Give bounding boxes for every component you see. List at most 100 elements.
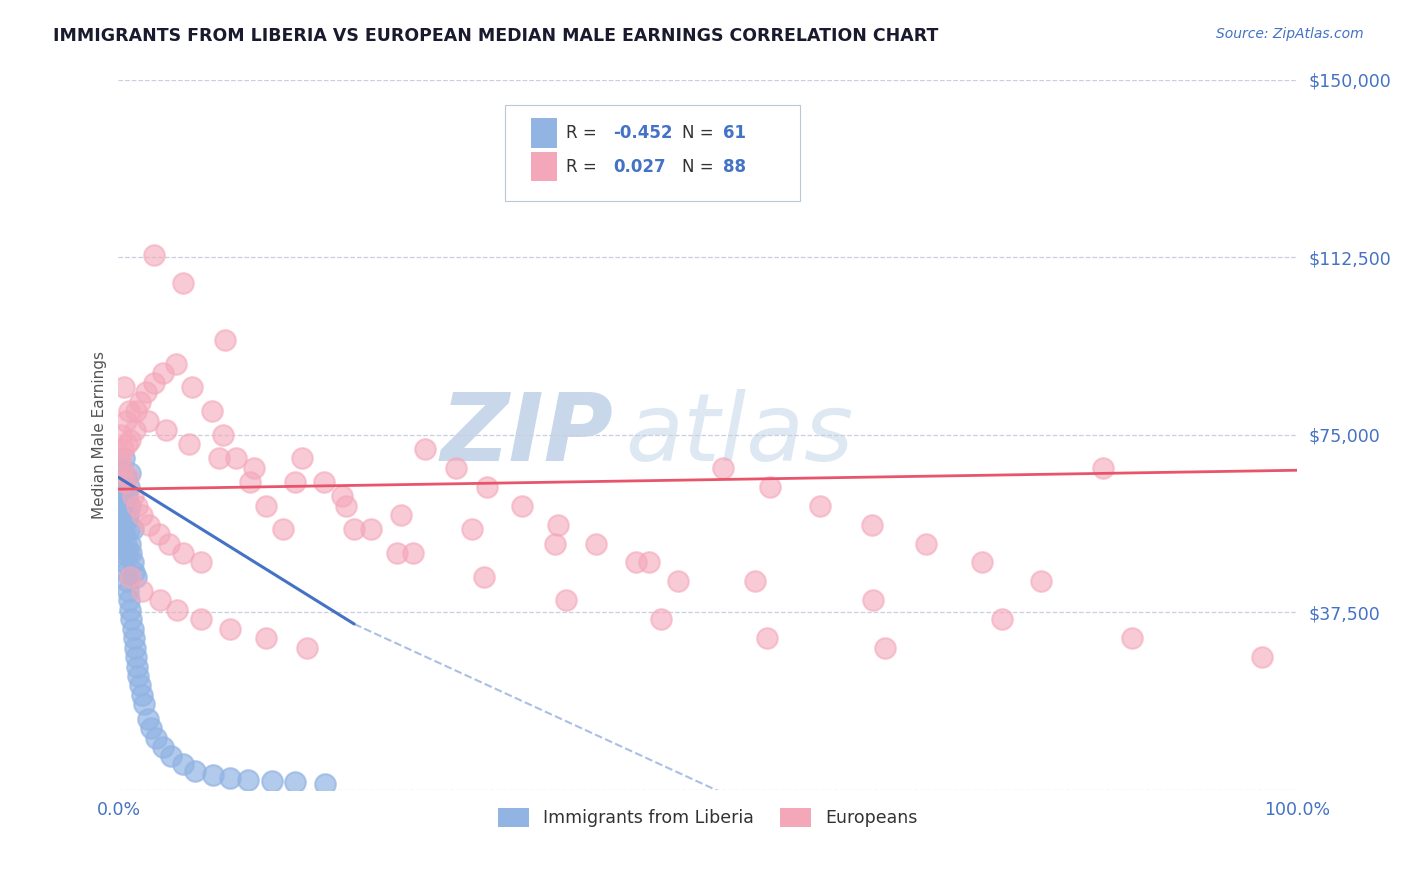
Point (184, 764, 207, 778)
Point (332, 489, 354, 503)
Point (135, 385, 157, 400)
Point (666, 574, 689, 589)
Point (127, 659, 149, 673)
Text: -0.452: -0.452 (613, 124, 673, 142)
Text: atlas: atlas (626, 389, 853, 480)
Point (125, 570, 148, 584)
Point (155, 423, 177, 437)
Point (120, 433, 142, 447)
Point (543, 536, 565, 550)
Point (120, 536, 142, 550)
Point (225, 451, 247, 466)
Point (128, 678, 150, 692)
Point (112, 527, 135, 541)
Point (120, 570, 142, 584)
Text: N =: N = (682, 158, 718, 176)
Point (115, 513, 138, 527)
Point (160, 749, 183, 764)
Point (149, 593, 172, 607)
Point (172, 277, 194, 291)
Point (585, 536, 607, 550)
Point (114, 503, 136, 517)
Point (1031, 574, 1053, 589)
Point (121, 556, 143, 570)
Point (860, 517, 883, 532)
Text: IMMIGRANTS FROM LIBERIA VS EUROPEAN MEDIAN MALE EARNINGS CORRELATION CHART: IMMIGRANTS FROM LIBERIA VS EUROPEAN MEDI… (53, 27, 939, 45)
Point (165, 357, 187, 371)
Point (142, 376, 165, 390)
Point (260, 774, 283, 789)
Point (291, 451, 314, 466)
Point (136, 414, 159, 428)
Text: Source: ZipAtlas.com: Source: ZipAtlas.com (1216, 27, 1364, 41)
Point (115, 489, 138, 503)
Point (125, 404, 148, 418)
Point (637, 556, 659, 570)
Point (118, 480, 141, 494)
Point (201, 768, 224, 782)
Point (112, 494, 135, 508)
Point (200, 404, 222, 418)
Text: R =: R = (567, 158, 602, 176)
Point (461, 522, 484, 536)
Point (115, 574, 138, 589)
Point (862, 593, 884, 607)
Point (172, 756, 194, 771)
Point (138, 517, 160, 532)
Point (111, 461, 134, 475)
Point (111, 536, 134, 550)
Legend: Immigrants from Liberia, Europeans: Immigrants from Liberia, Europeans (491, 801, 925, 834)
Point (1091, 461, 1114, 475)
Text: N =: N = (682, 124, 718, 142)
Point (389, 508, 412, 523)
Point (219, 771, 242, 785)
Point (914, 536, 936, 550)
Point (120, 466, 142, 480)
Point (142, 248, 165, 262)
Point (128, 394, 150, 409)
Point (112, 442, 135, 456)
Point (207, 451, 229, 466)
Point (547, 517, 569, 532)
Point (117, 583, 139, 598)
Point (112, 480, 135, 494)
Point (477, 480, 499, 494)
Point (284, 475, 307, 489)
Point (122, 565, 145, 579)
Point (1250, 650, 1272, 665)
Point (295, 640, 318, 655)
Point (239, 475, 262, 489)
Point (148, 527, 170, 541)
Point (808, 499, 831, 513)
Text: R =: R = (567, 124, 602, 142)
Point (112, 546, 135, 560)
Point (108, 451, 131, 466)
Point (114, 414, 136, 428)
Point (131, 583, 153, 598)
Point (755, 631, 778, 645)
Point (127, 669, 149, 683)
Text: 88: 88 (723, 158, 747, 176)
Point (112, 451, 135, 466)
Point (166, 603, 188, 617)
Point (115, 437, 138, 451)
Point (157, 536, 180, 550)
Point (343, 522, 366, 536)
Point (108, 475, 131, 489)
Point (152, 366, 174, 380)
Point (124, 640, 146, 655)
Point (190, 556, 212, 570)
Point (145, 731, 167, 745)
Point (112, 475, 135, 489)
Point (991, 612, 1014, 626)
Text: ZIP: ZIP (440, 389, 613, 481)
Point (624, 556, 647, 570)
Y-axis label: Median Male Earnings: Median Male Earnings (93, 351, 107, 519)
Point (127, 499, 149, 513)
Point (110, 427, 132, 442)
Point (114, 470, 136, 484)
Point (120, 603, 142, 617)
Text: 61: 61 (723, 124, 747, 142)
Point (335, 499, 357, 513)
Point (125, 650, 148, 665)
